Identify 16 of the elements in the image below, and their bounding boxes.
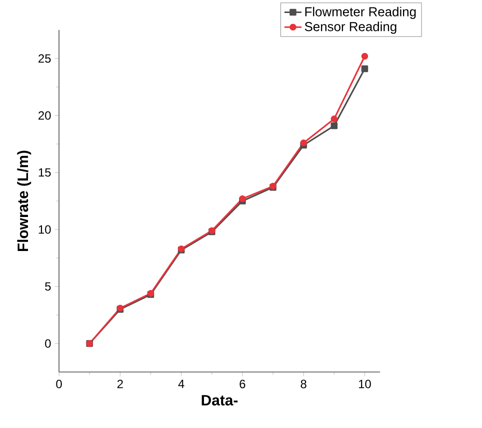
x-tick-label: 10	[358, 380, 371, 388]
x-tick-label: 6	[240, 380, 246, 388]
legend-label: Sensor Reading	[304, 22, 396, 34]
y-tick-label: 15	[38, 168, 51, 177]
y-tick-label: 20	[38, 111, 51, 120]
y-tick-label: 10	[38, 225, 51, 234]
x-tick-label: 0	[56, 380, 62, 388]
x-tick-label: 2	[117, 380, 123, 388]
y-tick-label: 25	[38, 54, 51, 63]
y-tick-label: 5	[45, 282, 51, 291]
x-tick-label: 4	[178, 380, 184, 388]
x-tick-label: 8	[300, 380, 306, 388]
legend-label: Flowmeter Reading	[305, 6, 416, 19]
y-tick-label: 0	[45, 339, 51, 348]
x-axis-title: Data-	[202, 395, 238, 406]
y-axis-title: Flowrate (L/m)	[17, 150, 32, 252]
